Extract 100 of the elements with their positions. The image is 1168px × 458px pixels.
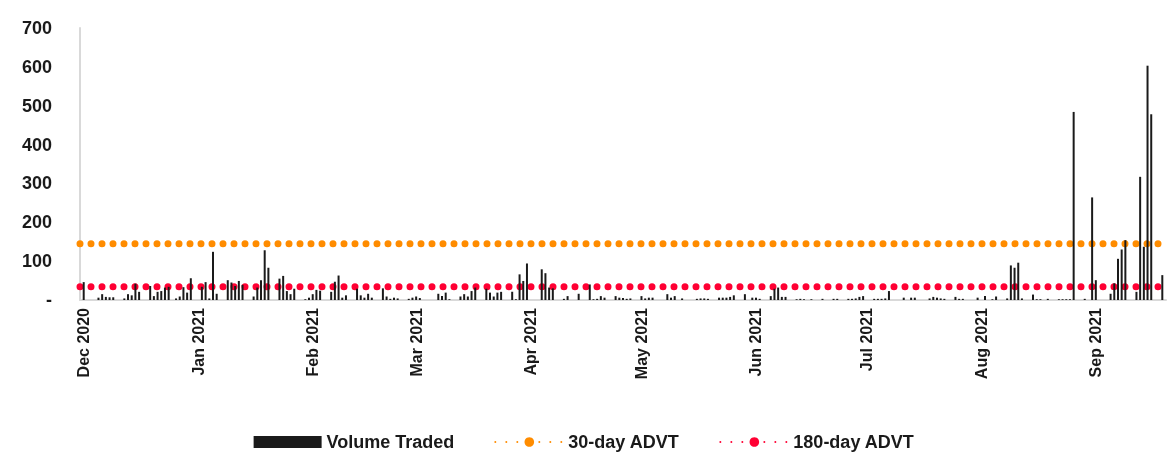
bar — [163, 287, 166, 300]
x-tick-label: Apr 2021 — [522, 307, 540, 376]
bar — [518, 274, 521, 300]
bar — [1139, 176, 1142, 300]
y-tick-label: 300 — [21, 173, 52, 194]
bar — [444, 292, 447, 300]
bar — [544, 273, 547, 300]
bar — [104, 296, 107, 300]
y-tick-label: 600 — [21, 56, 52, 77]
bar — [732, 295, 735, 300]
bar — [263, 250, 266, 300]
bar — [773, 288, 776, 300]
bar — [729, 296, 732, 300]
bar — [1146, 65, 1149, 300]
bar — [1094, 280, 1097, 300]
y-tick-label: 200 — [21, 212, 52, 233]
bar — [1161, 275, 1164, 300]
bar — [230, 282, 233, 300]
bar — [784, 296, 787, 300]
bar — [359, 295, 362, 300]
bar — [441, 296, 443, 300]
bar — [496, 292, 499, 300]
bar — [278, 278, 281, 300]
bar — [614, 296, 617, 300]
bar — [984, 296, 986, 300]
legend-label: Volume Traded — [326, 432, 455, 452]
bar — [167, 286, 170, 300]
bar — [200, 286, 203, 300]
bar — [470, 291, 473, 300]
y-tick-label: 700 — [21, 18, 52, 38]
bar — [777, 287, 780, 300]
y-tick-label: 100 — [21, 251, 52, 272]
x-tick-label: Sep 2021 — [1087, 307, 1105, 378]
bar — [138, 291, 141, 300]
bar — [858, 296, 861, 300]
bar — [234, 286, 237, 300]
bar — [932, 296, 935, 300]
bar — [260, 280, 262, 300]
bar — [189, 278, 192, 300]
bar — [1017, 262, 1020, 300]
bar — [862, 296, 865, 300]
bar — [673, 296, 676, 300]
x-tick-label: May 2021 — [632, 307, 650, 380]
bar — [356, 288, 359, 300]
bar — [1013, 267, 1016, 300]
bar — [237, 280, 240, 300]
bar — [1142, 246, 1145, 300]
bar — [112, 297, 115, 300]
bar — [474, 287, 477, 300]
bar — [566, 296, 569, 300]
bar — [215, 293, 218, 300]
bar — [548, 287, 551, 300]
bar — [152, 296, 155, 300]
bar — [551, 288, 554, 300]
bar — [156, 291, 159, 300]
bar — [500, 291, 503, 300]
y-tick-label: 500 — [21, 95, 52, 116]
bar — [1032, 294, 1035, 300]
bar — [293, 288, 296, 300]
bar — [211, 251, 214, 300]
bar — [226, 280, 229, 300]
bar — [1113, 283, 1116, 300]
bar — [1009, 265, 1012, 300]
legend-label: 30-day ADVT — [568, 432, 679, 452]
bar — [1116, 258, 1119, 300]
bar — [666, 294, 669, 300]
bar — [333, 281, 336, 300]
bar — [954, 296, 957, 300]
bar — [101, 294, 104, 300]
bar — [82, 282, 85, 300]
x-tick-label: Jun 2021 — [747, 307, 765, 377]
x-tick-label: Feb 2021 — [304, 307, 322, 377]
x-tick-label: Aug 2021 — [972, 307, 990, 380]
bar — [489, 292, 492, 300]
bar — [319, 290, 322, 300]
bar — [887, 291, 890, 300]
bar — [182, 287, 185, 300]
bar — [577, 293, 580, 300]
bar — [743, 294, 746, 300]
bar — [1091, 197, 1094, 300]
bar — [134, 283, 137, 300]
bar — [160, 291, 163, 300]
bar — [437, 293, 440, 300]
x-tick-label: Jan 2021 — [189, 307, 207, 376]
bar — [1124, 240, 1127, 300]
bar — [241, 284, 244, 300]
bar — [108, 297, 111, 300]
bar — [1072, 111, 1075, 300]
legend-label: 180-day ADVT — [793, 432, 914, 452]
bar — [285, 291, 288, 300]
bar — [381, 288, 384, 300]
bar — [330, 291, 333, 300]
bar — [311, 294, 314, 300]
x-tick-label: Mar 2021 — [407, 307, 425, 377]
bar — [204, 282, 207, 300]
bar — [1135, 291, 1138, 300]
x-tick-label: Dec 2020 — [75, 307, 93, 378]
bar — [485, 288, 488, 300]
bar — [127, 294, 130, 300]
bar — [588, 284, 591, 300]
